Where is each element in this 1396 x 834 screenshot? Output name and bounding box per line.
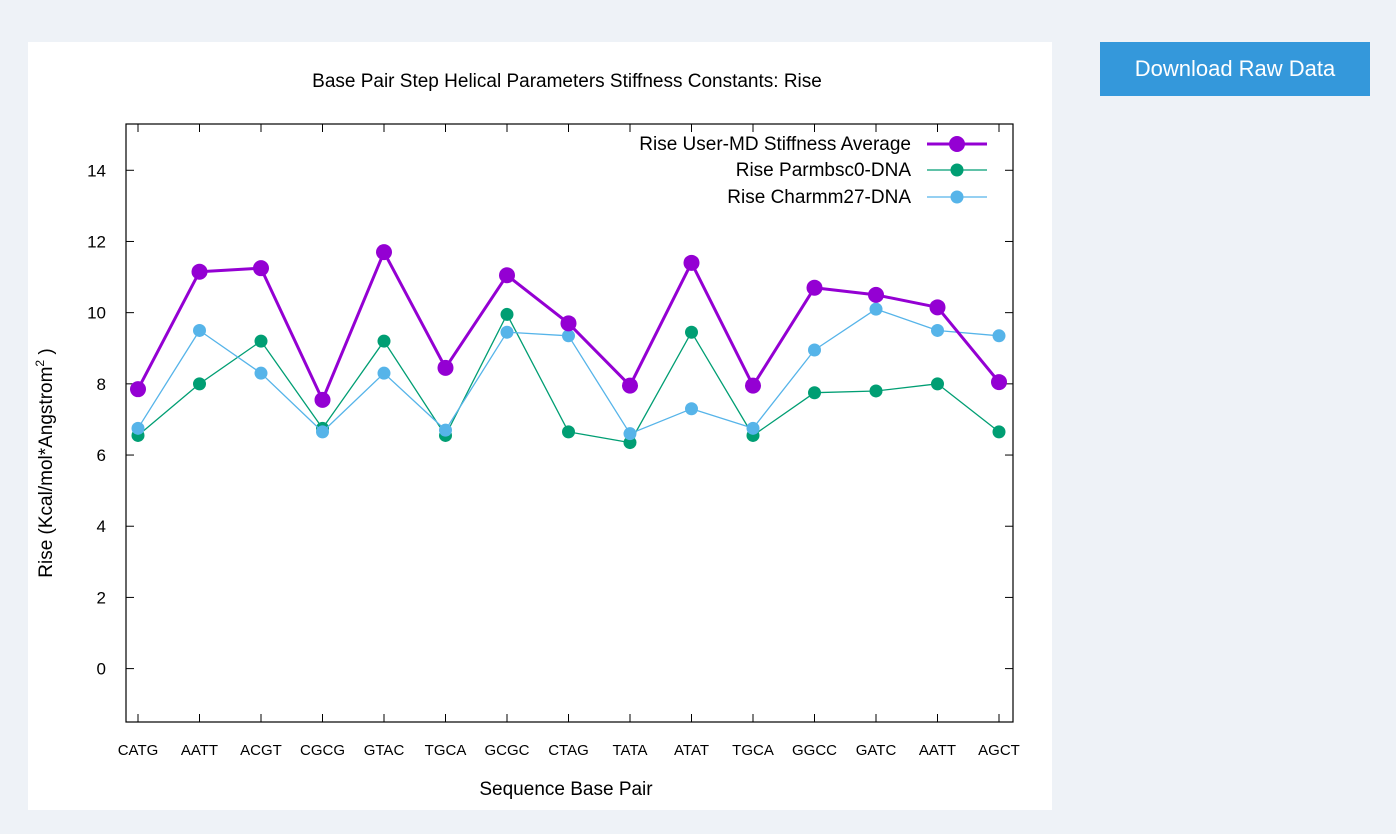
series-3: [131, 302, 1006, 441]
legend-marker: [949, 136, 965, 152]
x-tick-label: CATG: [118, 742, 159, 759]
legend-marker: [950, 190, 964, 204]
data-point: [746, 421, 760, 435]
x-axis: CATG AATT ACGT CGCG GTAC TGCA GCGC CTAG TATA ATAT…: [118, 124, 1020, 759]
y-axis-label-main: Rise (Kcal/mol*Angstrom: [36, 367, 57, 578]
data-point: [193, 377, 206, 391]
data-point: [130, 381, 146, 398]
rise-chart: Base Pair Step Helical Parameters Stiffn…: [33, 71, 1020, 800]
y-axis-label-suffix: ): [36, 348, 57, 360]
data-point: [316, 425, 329, 439]
data-point: [314, 391, 331, 408]
data-point: [622, 377, 638, 394]
data-point: [253, 260, 269, 277]
x-tick-label: AGCT: [978, 742, 1020, 759]
x-tick-label: GTAC: [364, 742, 405, 759]
y-tick-label: 10: [87, 304, 106, 323]
legend-label: Rise Charmm27-DNA: [727, 187, 911, 208]
data-point: [931, 323, 944, 337]
x-tick-label: AATT: [181, 742, 218, 759]
data-point: [500, 307, 514, 321]
data-point: [929, 299, 946, 316]
y-tick-label: 0: [97, 660, 106, 679]
data-point: [808, 343, 821, 357]
chart-title: Base Pair Step Helical Parameters Stiffn…: [312, 71, 822, 92]
plot-border: [125, 123, 1014, 723]
chart-card: Base Pair Step Helical Parameters Stiffn…: [28, 42, 1052, 810]
data-point: [376, 244, 392, 261]
legend-item: Rise Parmbsc0-DNA: [736, 160, 987, 181]
y-tick-label: 2: [97, 588, 106, 607]
data-point: [808, 386, 821, 400]
series-1: [130, 244, 1007, 408]
data-point: [254, 334, 268, 348]
data-point: [869, 302, 883, 316]
x-tick-label: TATA: [613, 742, 648, 759]
x-tick-label: CTAG: [548, 742, 589, 759]
data-point: [623, 427, 637, 441]
x-tick-label: ATAT: [674, 742, 709, 759]
data-point: [992, 329, 1006, 343]
data-point: [131, 421, 145, 435]
plot-frame: [125, 123, 1014, 723]
y-tick-label: 4: [97, 517, 106, 536]
data-point: [683, 254, 700, 271]
data-point: [191, 263, 208, 280]
data-point: [869, 384, 883, 398]
data-point: [745, 377, 761, 394]
data-point: [193, 323, 206, 337]
data-point: [931, 377, 944, 391]
series-lines: [130, 244, 1007, 450]
data-point: [377, 366, 391, 380]
download-raw-data-button[interactable]: Download Raw Data: [1100, 42, 1370, 96]
data-point: [991, 374, 1007, 391]
x-tick-label: CGCG: [300, 742, 345, 759]
x-tick-label: TGCA: [732, 742, 774, 759]
y-axis: 0 2 4 6 8 10 12 14: [87, 161, 1013, 679]
data-point: [562, 425, 575, 439]
data-point: [685, 325, 698, 339]
legend-label: Rise Parmbsc0-DNA: [736, 160, 912, 181]
data-point: [437, 359, 454, 376]
x-tick-label: AATT: [919, 742, 956, 759]
y-axis-label-superscript: 2: [33, 360, 47, 367]
legend-item: Rise User-MD Stiffness Average: [639, 134, 987, 155]
x-axis-label: Sequence Base Pair: [479, 779, 653, 800]
y-tick-label: 8: [97, 375, 106, 394]
y-tick-label: 6: [97, 446, 106, 465]
data-point: [685, 402, 698, 416]
x-tick-label: GATC: [856, 742, 897, 759]
legend-item: Rise Charmm27-DNA: [727, 187, 987, 208]
data-point: [439, 423, 452, 437]
data-point: [500, 325, 514, 339]
x-tick-label: ACGT: [240, 742, 282, 759]
data-point: [868, 286, 884, 303]
data-point: [560, 315, 577, 332]
data-point: [623, 436, 637, 450]
x-tick-label: TGCA: [425, 742, 467, 759]
y-axis-label: Rise (Kcal/mol*Angstrom2 ): [33, 348, 57, 577]
data-point: [254, 366, 268, 380]
y-tick-label: 14: [87, 161, 106, 180]
data-point: [377, 334, 391, 348]
data-point: [499, 267, 515, 284]
legend-label: Rise User-MD Stiffness Average: [639, 134, 911, 155]
x-tick-label: GCGC: [485, 742, 530, 759]
data-point: [562, 329, 575, 343]
legend-marker: [950, 163, 964, 177]
data-point: [806, 279, 823, 296]
y-tick-label: 12: [87, 232, 106, 251]
x-tick-label: GGCC: [792, 742, 837, 759]
legend: Rise User-MD Stiffness Average Rise Parmb…: [639, 134, 987, 208]
data-point: [992, 425, 1006, 439]
